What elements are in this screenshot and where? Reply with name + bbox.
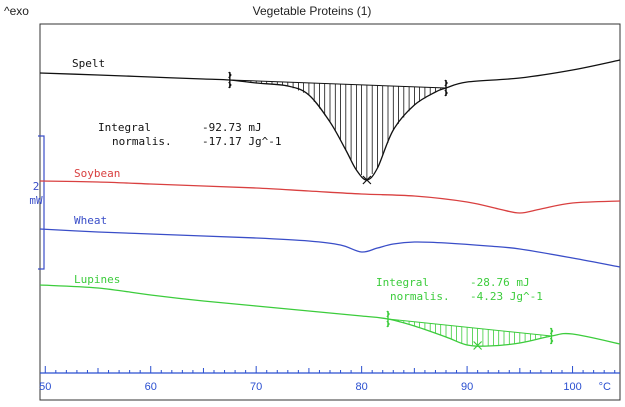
scale-bar-value: 2 (33, 180, 40, 193)
peak-fills (228, 71, 554, 350)
scale-bar-bracket (38, 135, 45, 270)
plot-frame (39, 23, 621, 401)
peak-baseline (229, 79, 447, 89)
integral-label: Integral (376, 276, 429, 289)
integration-annotations: Integral -92.73 mJ normalis. -17.17 Jg^-1 In… (98, 121, 543, 303)
normalis-value: -4.23 Jg^-1 (470, 290, 543, 303)
series-label-lupines: Lupines (74, 273, 120, 286)
x-tick-label: 70 (250, 381, 262, 393)
normalis-label: normalis. (112, 135, 172, 148)
series-line-lupines (39, 284, 621, 347)
scale-bar: 2 mW (29, 135, 45, 270)
integral-value: -92.73 mJ (202, 121, 262, 134)
x-tick-label: 60 (145, 381, 157, 393)
series-label-spelt: Spelt (72, 57, 105, 70)
normalis-value: -17.17 Jg^-1 (202, 135, 281, 148)
series-label-wheat: Wheat (74, 214, 107, 227)
integral-label: Integral (98, 121, 151, 134)
exo-direction-label: ^exo (4, 4, 29, 18)
peak-baseline (387, 318, 552, 337)
x-tick-label: 90 (461, 381, 473, 393)
integral-value: -28.76 mJ (470, 276, 530, 289)
normalis-label: normalis. (390, 290, 450, 303)
x-tick-label: 100 (563, 381, 581, 393)
x-axis: 50 60 70 80 90 100 °C (39, 366, 620, 393)
series-line-wheat (39, 228, 621, 268)
series-line-soybean (39, 180, 621, 214)
series-labels: Spelt Soybean Wheat Lupines (72, 57, 120, 286)
x-tick-label: 80 (356, 381, 368, 393)
series-line-spelt (39, 59, 621, 181)
chart-title: Vegetable Proteins (1) (253, 4, 372, 18)
x-unit-label: °C (599, 381, 611, 393)
x-tick-label: 50 (39, 381, 51, 393)
series-lines (39, 59, 621, 347)
series-label-soybean: Soybean (74, 167, 120, 180)
scale-bar-unit: mW (29, 194, 43, 207)
